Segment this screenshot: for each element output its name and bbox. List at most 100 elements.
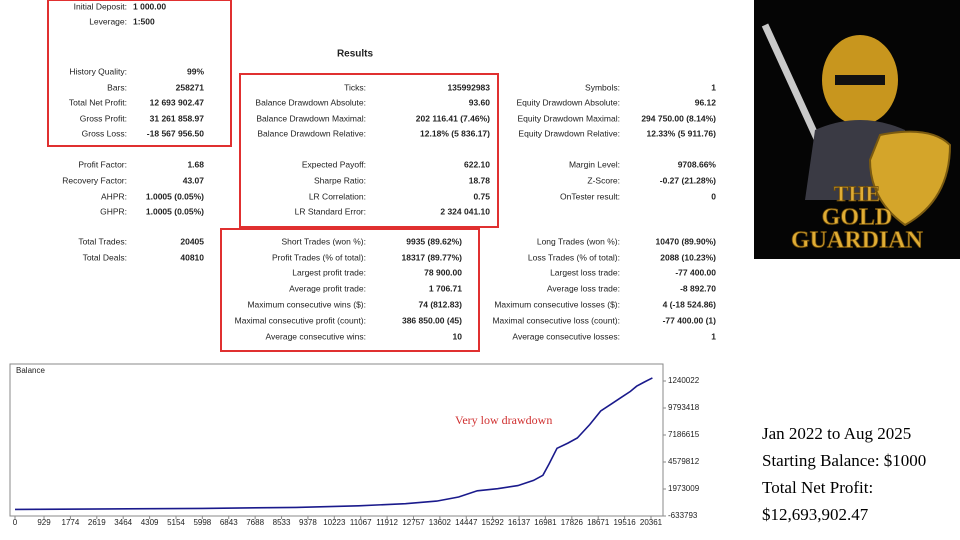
field-value: 622.10 [464, 159, 490, 169]
field-label: Z-Score: [587, 175, 620, 185]
field-value: 1.68 [187, 159, 204, 169]
field-label: Loss Trades (% of total): [528, 252, 620, 262]
field-label: Balance Drawdown Maximal: [256, 113, 366, 123]
x-tick-label: 3464 [114, 518, 132, 527]
x-tick-label: 18671 [587, 518, 610, 527]
field-label: Largest profit trade: [292, 267, 366, 277]
field-value: 1.0005 (0.05%) [146, 206, 204, 216]
field-value: 20405 [180, 236, 204, 246]
field-label: Profit Trades (% of total): [272, 252, 366, 262]
field-label: Maximal consecutive profit (count): [235, 315, 366, 325]
field-value: 31 261 858.97 [150, 113, 205, 123]
x-tick-label: 5154 [167, 518, 185, 527]
field-label: GHPR: [100, 206, 127, 216]
y-tick-label: 9793418 [668, 403, 700, 412]
field-label: Total Deals: [83, 252, 127, 262]
field-label: Balance Drawdown Absolute: [255, 97, 366, 107]
x-tick-label: 7688 [246, 518, 264, 527]
field-label: Average loss trade: [547, 283, 620, 293]
field-value: 18.78 [469, 175, 491, 185]
x-tick-label: 19516 [613, 518, 636, 527]
field-value: 12.33% (5 911.76) [647, 128, 717, 138]
chart-title: Balance [16, 366, 45, 375]
x-tick-label: 10223 [323, 518, 346, 527]
field-value: -18 567 956.50 [147, 128, 204, 138]
field-value: -0.27 (21.28%) [660, 175, 716, 185]
field-label: Gross Loss: [82, 128, 127, 138]
field-value: 10470 (89.90%) [656, 236, 717, 246]
field-label: Short Trades (won %): [281, 236, 366, 246]
field-label: Average consecutive losses: [512, 331, 620, 341]
field-label: Profit Factor: [78, 159, 127, 169]
field-label: Total Net Profit: [69, 97, 127, 107]
field-label: Equity Drawdown Relative: [518, 128, 620, 138]
field-value: 1 000.00 [133, 1, 166, 11]
field-label: Initial Deposit: [74, 1, 127, 11]
x-tick-label: 6843 [220, 518, 238, 527]
x-tick-label: 13602 [429, 518, 452, 527]
x-tick-label: 17826 [561, 518, 584, 527]
field-value: 2 324 041.10 [440, 206, 490, 216]
x-tick-label: 929 [37, 518, 51, 527]
side-note: Total Net Profit: [762, 478, 873, 497]
field-value: 96.12 [695, 97, 717, 107]
field-label: Long Trades (won %): [537, 236, 620, 246]
field-value: 202 116.41 (7.46%) [416, 113, 490, 123]
field-value: 1 [711, 82, 716, 92]
logo [754, 0, 960, 259]
field-value: -77 400.00 (1) [663, 315, 717, 325]
side-note: $12,693,902.47 [762, 505, 869, 524]
field-value: -77 400.00 [675, 267, 716, 277]
field-label: Recovery Factor: [62, 175, 127, 185]
chart-frame [9, 363, 664, 517]
field-value: 9935 (89.62%) [406, 236, 462, 246]
field-label: Gross Profit: [80, 113, 127, 123]
field-label: LR Correlation: [309, 191, 366, 201]
field-value: 43.07 [183, 175, 205, 185]
field-value: -8 892.70 [680, 283, 716, 293]
x-tick-label: 5998 [193, 518, 211, 527]
field-label: History Quality: [69, 66, 127, 76]
y-tick-label: 4579812 [668, 457, 700, 466]
y-tick-label: 1240022 [668, 376, 700, 385]
field-value: 258271 [176, 82, 205, 92]
visor [835, 75, 885, 85]
y-tick-label: 7186615 [668, 430, 700, 439]
side-note: Starting Balance: $1000 [762, 451, 926, 470]
logo-text: THE [834, 181, 880, 206]
x-tick-label: 8533 [273, 518, 291, 527]
field-label: Maximal consecutive loss (count): [492, 315, 620, 325]
x-tick-label: 12757 [402, 518, 425, 527]
field-label: Equity Drawdown Absolute: [517, 97, 620, 107]
field-value: 74 (812.83) [419, 299, 463, 309]
field-value: 10 [453, 331, 463, 341]
highlight-box [239, 73, 499, 228]
x-tick-label: 2619 [88, 518, 106, 527]
field-value: 1 [711, 331, 716, 341]
field-label: Expected Payoff: [302, 159, 366, 169]
highlight-box [47, 0, 232, 147]
y-tick-label: 1973009 [668, 484, 700, 493]
x-tick-label: 16137 [508, 518, 531, 527]
field-label: Bars: [107, 82, 127, 92]
x-tick-label: 14447 [455, 518, 478, 527]
field-value: 1.0005 (0.05%) [146, 191, 204, 201]
x-tick-label: 11912 [376, 518, 398, 527]
x-tick-label: 1774 [62, 518, 80, 527]
field-value: 93.60 [469, 97, 491, 107]
x-tick-label: 15292 [482, 518, 505, 527]
field-value: 40810 [180, 252, 204, 262]
field-value: 99% [187, 66, 204, 76]
annotation: Very low drawdown [455, 413, 552, 427]
logo-text: GUARDIAN [791, 228, 924, 254]
x-tick-label: 4309 [141, 518, 159, 527]
side-note: Jan 2022 to Aug 2025 [762, 424, 911, 443]
field-value: 9708.66% [678, 159, 717, 169]
field-value: 2088 (10.23%) [660, 252, 716, 262]
logo-text: GOLD [822, 205, 893, 231]
field-label: Maximum consecutive wins ($): [247, 299, 366, 309]
field-label: AHPR: [101, 191, 127, 201]
results-title: Results [337, 49, 374, 60]
field-value: 294 750.00 (8.14%) [641, 113, 716, 123]
